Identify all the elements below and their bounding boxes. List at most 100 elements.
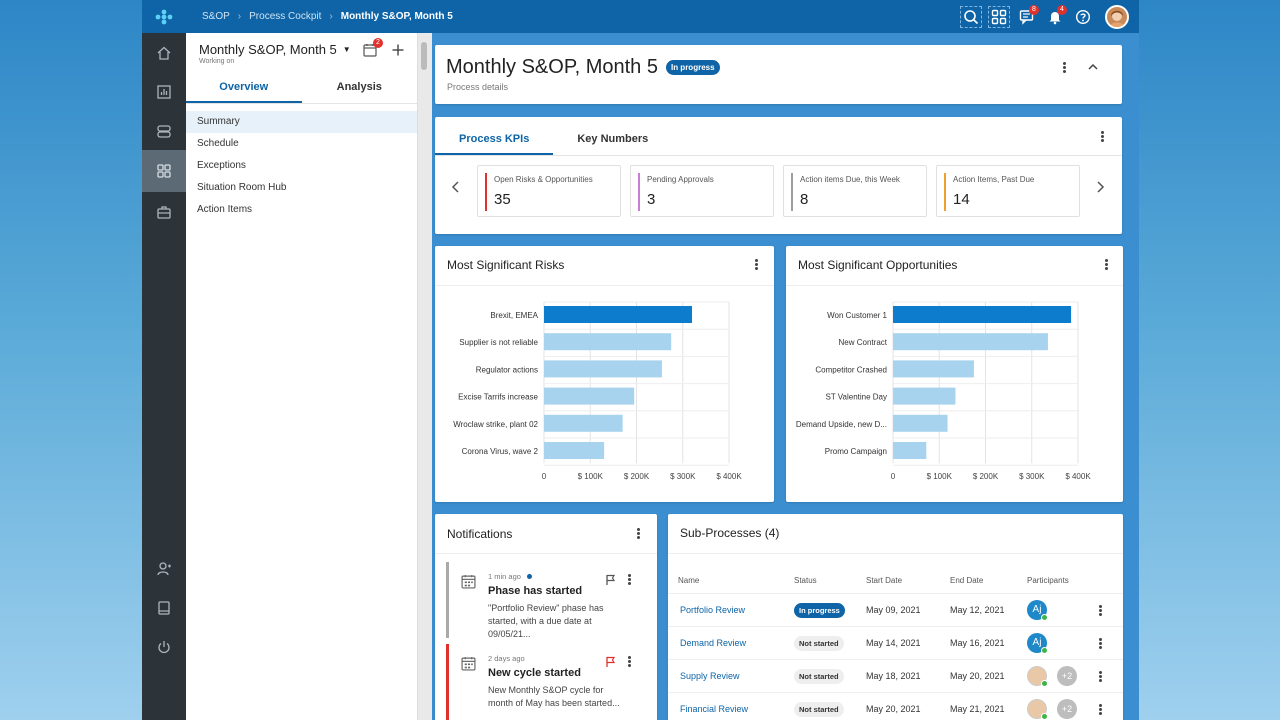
row-options-icon[interactable]	[1093, 668, 1107, 684]
layers-icon[interactable]	[142, 111, 186, 150]
bar[interactable]	[544, 387, 635, 405]
power-icon[interactable]	[142, 627, 186, 666]
more-options-icon[interactable]	[1099, 256, 1113, 272]
subprocesses-card: Sub-Processes (4) Name Status Start Date…	[668, 514, 1123, 720]
subprocesses-title: Sub-Processes (4)	[680, 526, 780, 540]
bell-badge: 4	[1057, 5, 1067, 15]
bar[interactable]	[893, 442, 927, 459]
chevron-right-icon: ›	[237, 11, 242, 22]
axis-tick-label: $ 100K	[927, 472, 953, 481]
bell-icon[interactable]: 4	[1041, 0, 1069, 33]
tab-analysis[interactable]: Analysis	[336, 81, 382, 93]
bar[interactable]	[893, 360, 974, 378]
tab-process-kpis[interactable]: Process KPIs	[435, 117, 554, 155]
more-options-icon[interactable]	[622, 653, 636, 669]
breadcrumb-item[interactable]: Process Cockpit	[249, 11, 322, 22]
subprocess-name-link[interactable]: Portfolio Review	[680, 605, 746, 615]
app-window: S&OP › Process Cockpit › Monthly S&OP, M…	[142, 0, 1139, 720]
tab-key-numbers[interactable]: Key Numbers	[577, 133, 649, 145]
end-date: May 12, 2021	[950, 605, 1005, 615]
process-header-card: Monthly S&OP, Month 5 In progress Proces…	[435, 45, 1122, 104]
user-avatar[interactable]	[1105, 4, 1129, 29]
collapse-chevron-icon[interactable]	[1087, 60, 1099, 78]
flag-icon[interactable]	[605, 655, 616, 673]
bar[interactable]	[893, 414, 948, 432]
flag-icon[interactable]	[605, 573, 616, 591]
analytics-icon[interactable]	[142, 72, 186, 111]
bar[interactable]	[544, 360, 662, 378]
sidebar-item-summary[interactable]: Summary	[186, 111, 417, 133]
row-options-icon[interactable]	[1093, 635, 1107, 651]
chat-icon[interactable]: 8	[1013, 0, 1041, 33]
sidebar-item-situation-room[interactable]: Situation Room Hub	[197, 182, 287, 193]
more-options-icon[interactable]	[1095, 128, 1109, 144]
breadcrumb-item[interactable]: S&OP	[202, 11, 230, 22]
status-badge: Not started	[794, 636, 844, 651]
row-options-icon[interactable]	[1093, 602, 1107, 618]
side-panel: Monthly S&OP, Month 5 ▼ Working on 2 Ove…	[186, 33, 418, 720]
briefcase-icon[interactable]	[142, 192, 186, 231]
kpi-tile[interactable]: Open Risks & Opportunities 35	[477, 165, 621, 217]
notification-time: 1 min ago	[488, 572, 521, 581]
chevron-left-icon[interactable]	[451, 180, 461, 196]
subprocess-name-link[interactable]: Demand Review	[680, 638, 747, 648]
tab-overview[interactable]: Overview	[186, 71, 302, 103]
column-header[interactable]: Start Date	[866, 576, 903, 585]
subprocess-name-link[interactable]: Financial Review	[680, 704, 749, 714]
home-icon[interactable]	[142, 33, 186, 72]
notification-item[interactable]: 1 min ago Phase has started "Portfolio R…	[446, 562, 646, 639]
kpi-color-bar	[638, 173, 640, 211]
app-logo-icon[interactable]	[142, 0, 186, 33]
more-participants-badge[interactable]: +2	[1057, 699, 1077, 719]
sidebar-item-action-items[interactable]: Action Items	[197, 204, 253, 215]
kpi-tile[interactable]: Pending Approvals 3	[630, 165, 774, 217]
side-panel-header: Monthly S&OP, Month 5 ▼ Working on 2	[186, 33, 417, 71]
cockpit-icon[interactable]	[142, 150, 186, 192]
bar[interactable]	[893, 333, 1048, 351]
more-participants-badge[interactable]: +2	[1057, 666, 1077, 686]
opportunities-chart-card: Most Significant Opportunities 0 $ 100K $ …	[786, 246, 1123, 502]
start-date: May 09, 2021	[866, 605, 921, 615]
column-header[interactable]: Participants	[1027, 576, 1069, 585]
sidebar-item-schedule[interactable]: Schedule	[197, 138, 239, 149]
status-badge: In progress	[794, 603, 845, 618]
side-panel-resize-handle[interactable]	[418, 33, 432, 720]
bar[interactable]	[544, 306, 692, 323]
bar[interactable]	[544, 414, 623, 432]
process-selector[interactable]: Monthly S&OP, Month 5 ▼	[199, 42, 417, 57]
more-options-icon[interactable]	[749, 256, 763, 272]
sidebar-item-exceptions[interactable]: Exceptions	[197, 160, 246, 171]
more-options-icon[interactable]	[622, 571, 636, 587]
more-options-icon[interactable]	[1057, 59, 1071, 75]
bar[interactable]	[544, 333, 672, 351]
page-title: Monthly S&OP, Month 5	[446, 56, 658, 78]
add-icon[interactable]	[391, 43, 405, 62]
apps-grid-icon[interactable]	[985, 0, 1013, 33]
search-icon[interactable]	[957, 0, 985, 33]
table-row[interactable]: Demand Review Not started May 14, 2021 M…	[668, 626, 1123, 659]
column-header[interactable]: Name	[678, 576, 700, 585]
kpi-label: Action Items, Past Due	[953, 175, 1035, 184]
table-row[interactable]: Portfolio Review In progress May 09, 202…	[668, 593, 1123, 626]
user-add-icon[interactable]	[142, 549, 186, 588]
chevron-right-icon[interactable]	[1095, 180, 1105, 196]
opportunities-title: Most Significant Opportunities	[798, 258, 958, 272]
help-icon[interactable]	[1069, 0, 1097, 33]
kpi-tile[interactable]: Action Items, Past Due 14	[936, 165, 1080, 217]
axis-tick-label: $ 100K	[578, 472, 604, 481]
notifications-card: Notifications 1 min ago Phase has starte…	[435, 514, 657, 720]
row-options-icon[interactable]	[1093, 701, 1107, 717]
bar[interactable]	[893, 387, 956, 405]
more-options-icon[interactable]	[631, 525, 645, 541]
column-header[interactable]: Status	[794, 576, 817, 585]
subprocess-name-link[interactable]: Supply Review	[680, 671, 740, 681]
book-icon[interactable]	[142, 588, 186, 627]
bar[interactable]	[544, 442, 605, 459]
bar[interactable]	[893, 306, 1072, 323]
table-row[interactable]: Financial Review Not started May 20, 202…	[668, 692, 1123, 720]
notification-item[interactable]: 2 days ago New cycle started New Monthly…	[446, 644, 646, 720]
kpi-tile[interactable]: Action items Due, this Week 8	[783, 165, 927, 217]
table-row[interactable]: Supply Review Not started May 18, 2021 M…	[668, 659, 1123, 692]
calendar-icon[interactable]: 2	[363, 38, 383, 62]
column-header[interactable]: End Date	[950, 576, 984, 585]
